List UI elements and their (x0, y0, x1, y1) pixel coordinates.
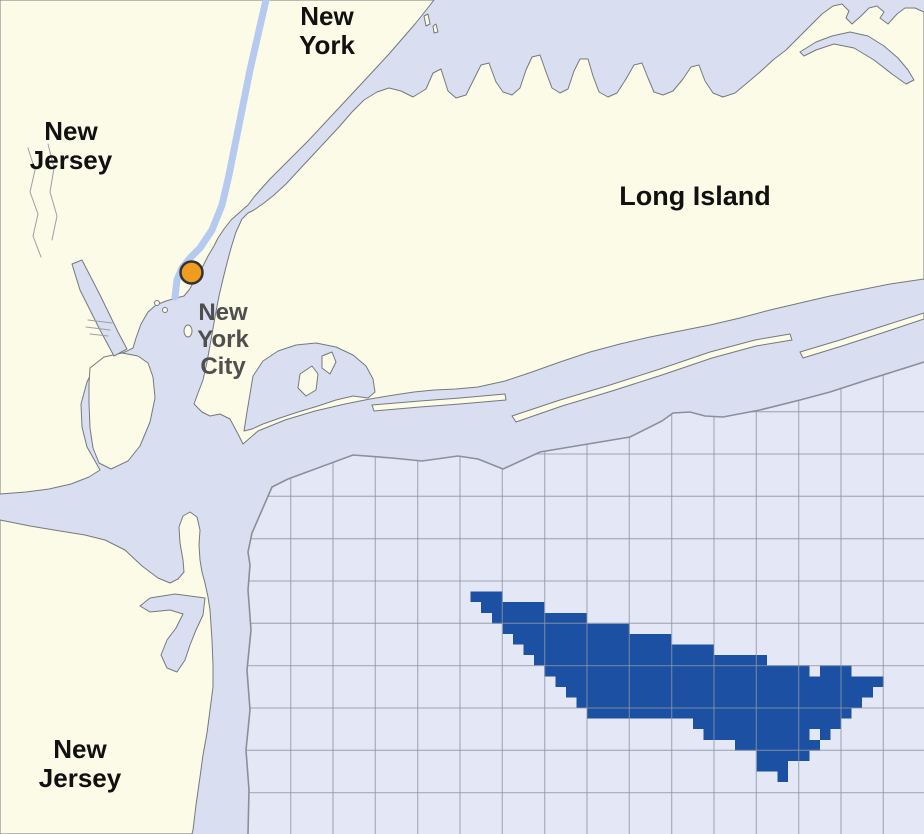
lease-block-row5 (512, 633, 672, 645)
city-island (423, 13, 431, 27)
lease-block-row14 (819, 729, 831, 740)
governors-island (183, 324, 193, 338)
barrier-island-fire-island (511, 333, 793, 423)
lease-block-row12 (587, 708, 852, 719)
lease-block-row11 (576, 697, 863, 708)
territorial-boundary-line (245, 361, 924, 834)
peconic-bay-water (799, 31, 915, 85)
lease-block-row10 (565, 686, 873, 698)
lease-block-row16 (756, 750, 810, 761)
lease-block-row18 (777, 771, 789, 783)
liberty-island (154, 300, 160, 306)
newark-bay-water (71, 259, 128, 357)
lease-block-row17 (756, 760, 789, 772)
passaic-creek (47, 143, 58, 241)
city-location-marker (179, 260, 204, 285)
lease-block-row4 (502, 623, 630, 634)
navesink-estuary-water (139, 593, 206, 673)
pier-line-3 (89, 333, 109, 337)
barrier-island-west (371, 393, 507, 412)
pier-line-1 (87, 319, 113, 324)
lease-block-row3 (491, 612, 587, 624)
new-jersey-south-land (0, 511, 214, 834)
lease-block-row13 (692, 718, 841, 730)
long-island-landmass (193, 3, 924, 445)
lease-block-row1 (470, 591, 503, 603)
ellis-island (162, 307, 168, 313)
lease-block-row8 (819, 665, 852, 677)
hackensack-creek (27, 147, 42, 258)
lease-block-row9 (555, 676, 884, 687)
barrier-island-east (799, 312, 924, 359)
lease-block-row8 (544, 665, 810, 677)
pier-line-2 (85, 326, 111, 331)
hart-island (432, 23, 439, 34)
jamaica-bay-islet-1 (297, 365, 319, 397)
lease-block-row7 (534, 655, 767, 666)
lease-block-row6 (523, 644, 714, 656)
staten-island (88, 352, 156, 470)
offshore-lease-area (470, 591, 884, 783)
lease-block-row2 (481, 602, 545, 613)
jamaica-bay-islet-2 (321, 351, 337, 375)
lease-block-row15 (735, 739, 820, 751)
